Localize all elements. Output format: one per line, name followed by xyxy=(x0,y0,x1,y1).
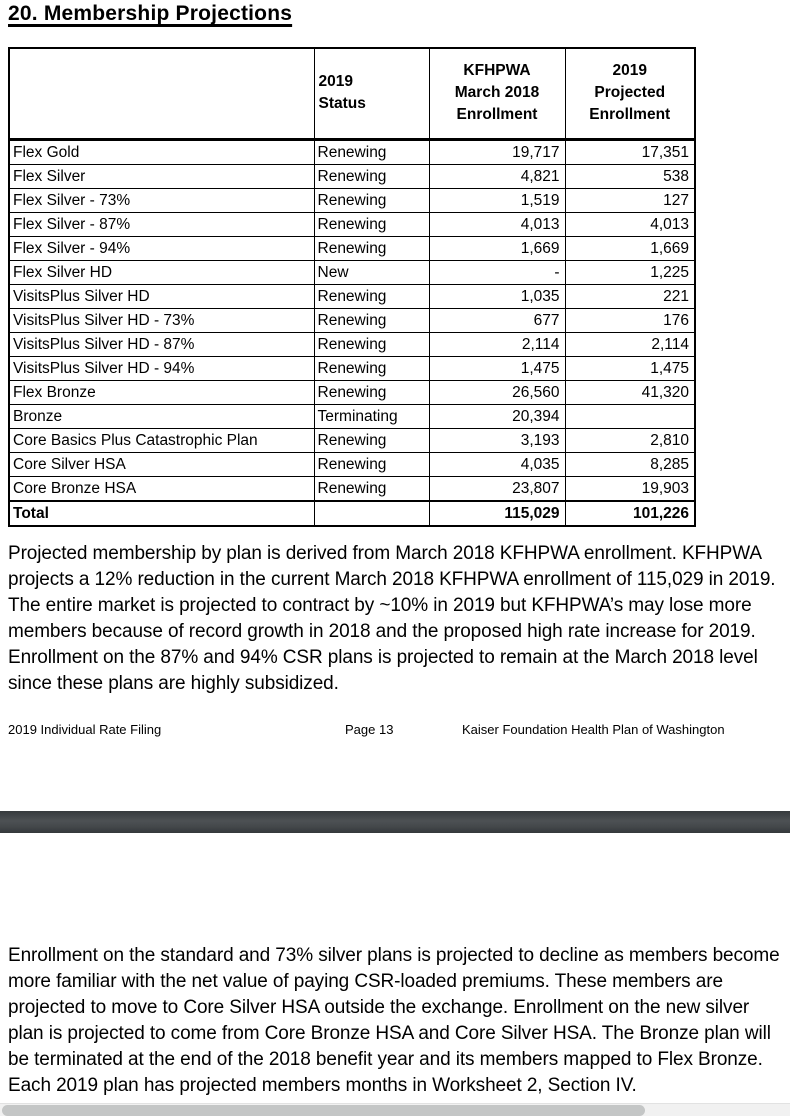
col-header-2019-status: 2019 Status xyxy=(313,47,430,141)
cell-2019-projected-enrollment: 2,114 xyxy=(564,331,696,357)
cell-plan-name: Core Basics Plus Catastrophic Plan xyxy=(8,427,315,453)
cell-plan-name: Core Bronze HSA xyxy=(8,475,315,501)
cell-plan-name: Flex Silver HD xyxy=(8,259,315,285)
table-row: Flex Silver - 94% Renewing 1,669 1,669 xyxy=(8,235,696,261)
cell-2019-projected-enrollment: 101,226 xyxy=(564,499,696,526)
cell-plan-name: VisitsPlus Silver HD xyxy=(8,283,315,309)
cell-2019-projected-enrollment: 19,903 xyxy=(564,475,696,501)
table-row: VisitsPlus Silver HD - 73% Renewing 677 176 xyxy=(8,307,696,333)
cell-2019-projected-enrollment: 127 xyxy=(564,187,696,213)
cell-2019-status: Renewing xyxy=(313,163,430,189)
cell-2019-status: Renewing xyxy=(313,475,430,501)
cell-2019-status: New xyxy=(313,259,430,285)
cell-2019-status: Renewing xyxy=(313,355,430,381)
cell-plan-name: Flex Silver - 94% xyxy=(8,235,315,261)
table-row: Flex Gold Renewing 19,717 17,351 xyxy=(8,138,696,165)
cell-2019-projected-enrollment: 2,810 xyxy=(564,427,696,453)
cell-2019-projected-enrollment: 1,475 xyxy=(564,355,696,381)
footer-company-name: Kaiser Foundation Health Plan of Washing… xyxy=(462,722,725,737)
membership-projections-table: 2019 Status KFHPWA March 2018 Enrollment… xyxy=(8,47,696,527)
cell-march-2018-enrollment: 677 xyxy=(428,307,566,333)
cell-2019-projected-enrollment xyxy=(564,403,696,429)
cell-plan-name: VisitsPlus Silver HD - 73% xyxy=(8,307,315,333)
paragraph-projection-summary: Projected membership by plan is derived … xyxy=(8,543,776,694)
table-row: VisitsPlus Silver HD - 87% Renewing 2,114 2… xyxy=(8,331,696,357)
cell-plan-name: Core Silver HSA xyxy=(8,451,315,477)
cell-march-2018-enrollment: 4,821 xyxy=(428,163,566,189)
cell-march-2018-enrollment: 1,519 xyxy=(428,187,566,213)
cell-march-2018-enrollment: 115,029 xyxy=(428,499,566,526)
cell-2019-projected-enrollment: 1,225 xyxy=(564,259,696,285)
table-header: 2019 Status KFHPWA March 2018 Enrollment… xyxy=(8,47,696,141)
col-header-plan xyxy=(8,47,315,141)
cell-2019-status: Renewing xyxy=(313,307,430,333)
cell-2019-status: Renewing xyxy=(313,211,430,237)
cell-march-2018-enrollment: 1,475 xyxy=(428,355,566,381)
membership-table-body: Flex Gold Renewing 19,717 17,351 Flex Silver… xyxy=(8,138,696,526)
cell-2019-status: Renewing xyxy=(313,235,430,261)
table-header-row: 2019 Status KFHPWA March 2018 Enrollment… xyxy=(8,47,696,141)
col-header-march-2018-enrollment: KFHPWA March 2018 Enrollment xyxy=(428,47,566,141)
cell-plan-name: Bronze xyxy=(8,403,315,429)
cell-march-2018-enrollment: 3,193 xyxy=(428,427,566,453)
cell-2019-status xyxy=(313,499,430,526)
cell-plan-name: Flex Bronze xyxy=(8,379,315,405)
table-row: VisitsPlus Silver HD - 94% Renewing 1,475 1… xyxy=(8,355,696,381)
cell-march-2018-enrollment: 4,013 xyxy=(428,211,566,237)
table-row: Core Bronze HSA Renewing 23,807 19,903 xyxy=(8,475,696,501)
table-row: Flex Silver Renewing 4,821 538 xyxy=(8,163,696,189)
cell-2019-status: Renewing xyxy=(313,379,430,405)
cell-march-2018-enrollment: 19,717 xyxy=(428,138,566,165)
cell-2019-status: Terminating xyxy=(313,403,430,429)
cell-plan-name: VisitsPlus Silver HD - 87% xyxy=(8,331,315,357)
cell-2019-projected-enrollment: 4,013 xyxy=(564,211,696,237)
cell-2019-status: Renewing xyxy=(313,283,430,309)
cell-march-2018-enrollment: 26,560 xyxy=(428,379,566,405)
table-row: Flex Silver HD New -1,225 xyxy=(8,259,696,285)
table-row: Bronze Terminating 20,394 xyxy=(8,403,696,429)
table-row: Flex Silver - 87% Renewing 4,013 4,013 xyxy=(8,211,696,237)
cell-2019-status: Renewing xyxy=(313,427,430,453)
page-separator-bar xyxy=(0,811,790,833)
cell-plan-name: Total xyxy=(8,499,315,526)
table-row-total: Total 115,029 101,226 xyxy=(8,499,696,526)
table-row: Core Basics Plus Catastrophic Plan Renewi… xyxy=(8,427,696,453)
cell-plan-name: Flex Silver - 73% xyxy=(8,187,315,213)
cell-2019-status: Renewing xyxy=(313,331,430,357)
table-row: Flex Silver - 73% Renewing 1,519 127 xyxy=(8,187,696,213)
cell-march-2018-enrollment: 1,669 xyxy=(428,235,566,261)
cell-2019-projected-enrollment: 41,320 xyxy=(564,379,696,405)
page-footer: 2019 Individual Rate Filing Page 13 Kais… xyxy=(0,722,790,740)
cell-2019-status: Renewing xyxy=(313,138,430,165)
footer-page-number: Page 13 xyxy=(345,722,394,737)
cell-plan-name: VisitsPlus Silver HD - 94% xyxy=(8,355,315,381)
cell-2019-projected-enrollment: 17,351 xyxy=(564,138,696,165)
cell-2019-projected-enrollment: 176 xyxy=(564,307,696,333)
col-header-2019-projected-enrollment: 2019 Projected Enrollment xyxy=(564,47,696,141)
cell-2019-projected-enrollment: 1,669 xyxy=(564,235,696,261)
table-row: Core Silver HSA Renewing 4,035 8,285 xyxy=(8,451,696,477)
footer-document-title: 2019 Individual Rate Filing xyxy=(8,722,162,737)
paragraph-enrollment-detail: Enrollment on the standard and 73% silve… xyxy=(8,945,780,1096)
cell-march-2018-enrollment: 4,035 xyxy=(428,451,566,477)
cell-march-2018-enrollment: - xyxy=(428,259,566,285)
cell-plan-name: Flex Gold xyxy=(8,138,315,165)
table-row: Flex Bronze Renewing 26,560 41,320 xyxy=(8,379,696,405)
cell-march-2018-enrollment: 23,807 xyxy=(428,475,566,501)
cell-march-2018-enrollment: 1,035 xyxy=(428,283,566,309)
cell-plan-name: Flex Silver xyxy=(8,163,315,189)
cell-2019-projected-enrollment: 221 xyxy=(564,283,696,309)
cell-march-2018-enrollment: 20,394 xyxy=(428,403,566,429)
cell-2019-status: Renewing xyxy=(313,187,430,213)
table-row: VisitsPlus Silver HD Renewing 1,035 221 xyxy=(8,283,696,309)
cell-march-2018-enrollment: 2,114 xyxy=(428,331,566,357)
cell-2019-projected-enrollment: 538 xyxy=(564,163,696,189)
section-heading: 20. Membership Projections xyxy=(8,2,293,25)
cell-2019-status: Renewing xyxy=(313,451,430,477)
scrollbar-thumb[interactable] xyxy=(2,1105,645,1116)
horizontal-scrollbar[interactable] xyxy=(0,1103,790,1116)
cell-plan-name: Flex Silver - 87% xyxy=(8,211,315,237)
cell-2019-projected-enrollment: 8,285 xyxy=(564,451,696,477)
